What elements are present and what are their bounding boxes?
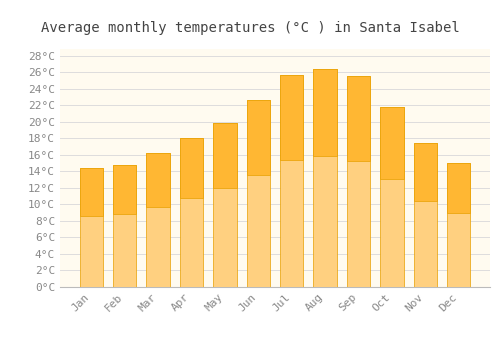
Bar [414, 143, 437, 287]
Bar [180, 138, 203, 287]
Bar [314, 69, 337, 156]
Bar [380, 107, 404, 287]
Bar [380, 107, 404, 179]
Bar [146, 153, 170, 287]
Bar [314, 69, 337, 287]
Bar [347, 76, 370, 161]
Bar [146, 153, 170, 206]
Bar [414, 143, 437, 201]
Bar [246, 100, 270, 287]
Bar [347, 76, 370, 287]
Bar [113, 165, 136, 214]
Bar [280, 75, 303, 287]
Text: Average monthly temperatures (°C ) in Santa Isabel: Average monthly temperatures (°C ) in Sa… [40, 21, 460, 35]
Bar [447, 163, 470, 287]
Bar [80, 168, 103, 216]
Bar [213, 122, 236, 188]
Bar [113, 165, 136, 287]
Bar [213, 122, 236, 287]
Bar [180, 138, 203, 198]
Bar [246, 100, 270, 175]
Bar [80, 168, 103, 287]
Bar [280, 75, 303, 160]
Bar [447, 163, 470, 212]
